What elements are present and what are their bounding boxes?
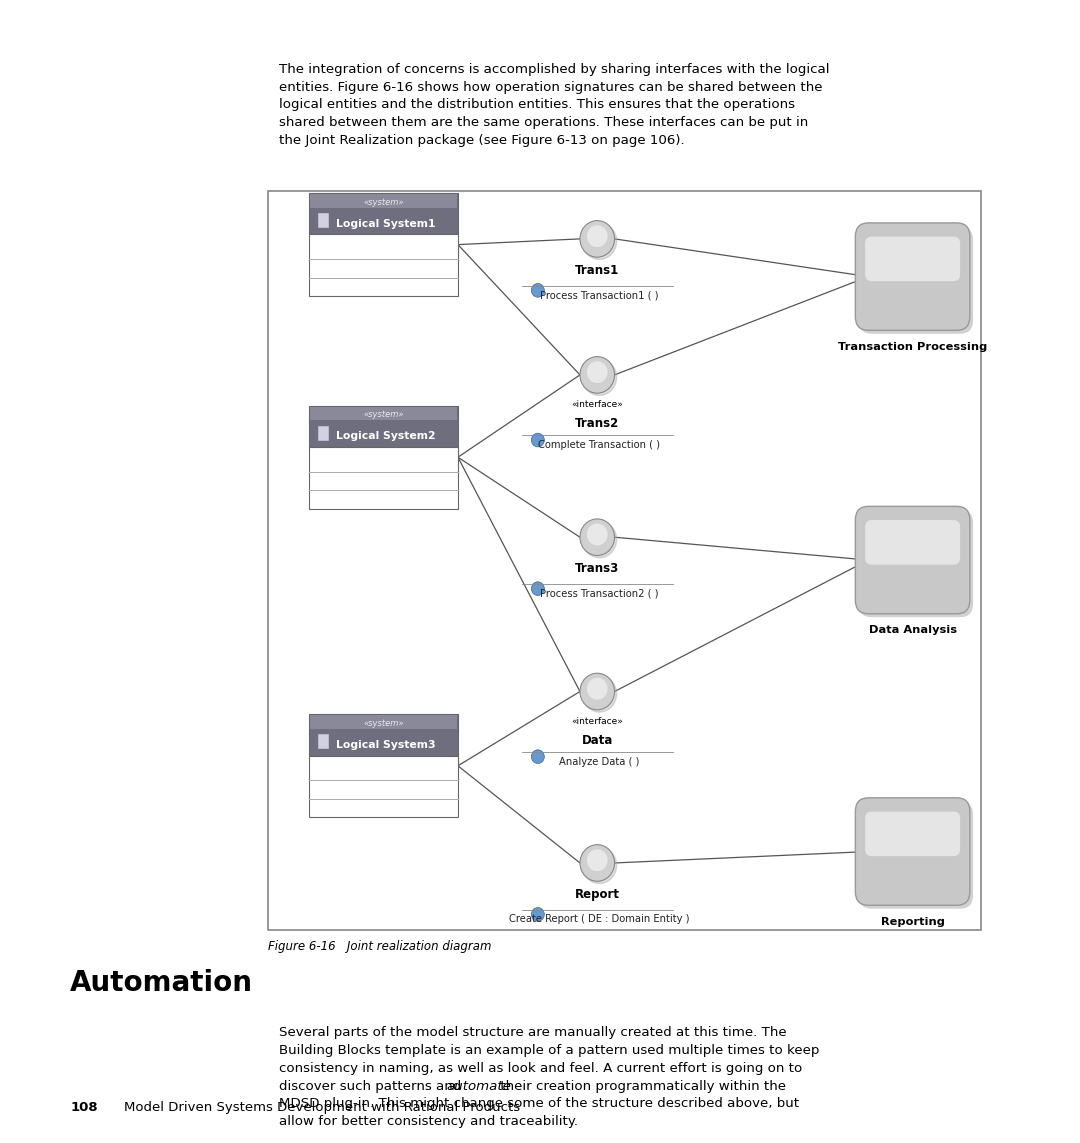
Text: Process Transaction2 ( ): Process Transaction2 ( ) (540, 589, 659, 599)
Text: Several parts of the model structure are manually created at this time. The: Several parts of the model structure are… (279, 1026, 786, 1039)
Circle shape (582, 359, 617, 395)
Circle shape (586, 225, 608, 247)
Text: entities. Figure 6-16 shows how operation signatures can be shared between the: entities. Figure 6-16 shows how operatio… (279, 80, 822, 94)
Text: the Joint Realization package (see Figure 6-13 on page 106).: the Joint Realization package (see Figur… (279, 134, 685, 146)
FancyBboxPatch shape (855, 223, 970, 330)
Circle shape (582, 223, 617, 259)
FancyBboxPatch shape (309, 714, 458, 756)
Text: automate: automate (446, 1079, 511, 1093)
Text: Analyze Data ( ): Analyze Data ( ) (559, 757, 639, 767)
Text: «system»: «system» (363, 410, 404, 419)
Text: The integration of concerns is accomplished by sharing interfaces with the logic: The integration of concerns is accomplis… (279, 63, 829, 75)
Circle shape (580, 357, 615, 393)
FancyBboxPatch shape (865, 812, 960, 856)
Circle shape (531, 433, 544, 447)
Text: shared between them are the same operations. These interfaces can be put in: shared between them are the same operati… (279, 115, 808, 129)
Text: «system»: «system» (363, 198, 404, 207)
Text: Figure 6-16   Joint realization diagram: Figure 6-16 Joint realization diagram (268, 940, 491, 952)
Circle shape (531, 908, 544, 921)
FancyBboxPatch shape (309, 234, 458, 296)
FancyBboxPatch shape (318, 214, 328, 227)
FancyBboxPatch shape (859, 226, 973, 334)
FancyBboxPatch shape (309, 193, 458, 234)
Circle shape (582, 676, 617, 712)
Text: Building Blocks template is an example of a pattern used multiple times to keep: Building Blocks template is an example o… (279, 1045, 819, 1057)
Circle shape (580, 221, 615, 257)
Text: «system»: «system» (363, 719, 404, 728)
Text: Logical System2: Logical System2 (336, 431, 435, 441)
Circle shape (531, 283, 544, 297)
FancyBboxPatch shape (318, 426, 328, 440)
FancyBboxPatch shape (855, 798, 970, 905)
Text: allow for better consistency and traceability.: allow for better consistency and traceab… (279, 1116, 578, 1128)
FancyBboxPatch shape (310, 716, 457, 729)
Text: 108: 108 (70, 1102, 98, 1114)
Text: «interface»: «interface» (571, 400, 623, 409)
Circle shape (580, 673, 615, 710)
FancyBboxPatch shape (855, 506, 970, 614)
Text: Complete Transaction ( ): Complete Transaction ( ) (539, 440, 660, 450)
FancyBboxPatch shape (859, 510, 973, 617)
FancyBboxPatch shape (309, 447, 458, 509)
Circle shape (582, 847, 617, 884)
Text: their creation programmatically within the: their creation programmatically within t… (496, 1079, 786, 1093)
Text: MDSD plug-in. This might change some of the structure described above, but: MDSD plug-in. This might change some of … (279, 1097, 799, 1110)
Circle shape (531, 750, 544, 764)
Text: Trans1: Trans1 (576, 264, 619, 277)
FancyBboxPatch shape (865, 520, 960, 565)
Circle shape (531, 582, 544, 596)
Text: Reporting: Reporting (880, 917, 945, 927)
Text: Report: Report (575, 888, 620, 901)
Circle shape (582, 521, 617, 558)
FancyBboxPatch shape (859, 801, 973, 909)
Text: Logical System3: Logical System3 (336, 740, 435, 750)
Text: Logical System1: Logical System1 (336, 218, 435, 229)
Text: «interface»: «interface» (571, 717, 623, 726)
FancyBboxPatch shape (268, 191, 981, 930)
Text: Transaction Processing: Transaction Processing (838, 342, 987, 352)
Text: discover such patterns and: discover such patterns and (279, 1079, 465, 1093)
FancyBboxPatch shape (318, 735, 328, 749)
Text: Model Driven Systems Development with Rational Products: Model Driven Systems Development with Ra… (124, 1102, 521, 1114)
Circle shape (586, 523, 608, 545)
FancyBboxPatch shape (865, 237, 960, 281)
Circle shape (580, 519, 615, 555)
Circle shape (586, 361, 608, 383)
Text: Data: Data (581, 734, 613, 746)
Text: logical entities and the distribution entities. This ensures that the operations: logical entities and the distribution en… (279, 98, 795, 111)
FancyBboxPatch shape (309, 406, 458, 447)
Text: Trans2: Trans2 (576, 417, 619, 430)
FancyBboxPatch shape (310, 407, 457, 421)
Text: Data Analysis: Data Analysis (868, 625, 957, 636)
Circle shape (580, 845, 615, 881)
Circle shape (586, 849, 608, 871)
FancyBboxPatch shape (309, 756, 458, 817)
Circle shape (586, 678, 608, 700)
Text: Trans3: Trans3 (576, 562, 619, 575)
Text: Process Transaction1 ( ): Process Transaction1 ( ) (540, 290, 659, 301)
Text: Create Report ( DE : Domain Entity ): Create Report ( DE : Domain Entity ) (509, 914, 690, 925)
Text: consistency in naming, as well as look and feel. A current effort is going on to: consistency in naming, as well as look a… (279, 1062, 801, 1074)
Text: Automation: Automation (70, 969, 253, 997)
FancyBboxPatch shape (310, 194, 457, 208)
